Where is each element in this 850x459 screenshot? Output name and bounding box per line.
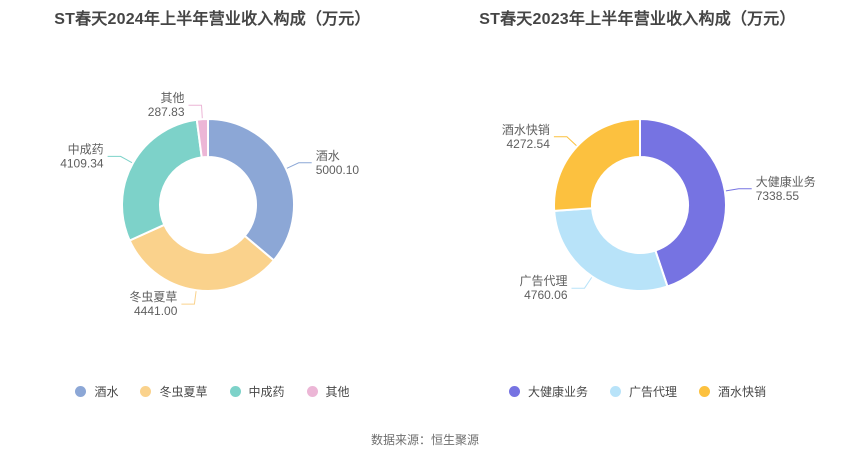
legend-item-1[interactable]: 冬虫夏草 — [140, 383, 208, 400]
legend-marker-icon — [140, 386, 152, 397]
pie-slice-3[interactable] — [195, 117, 209, 159]
legend-item-2[interactable]: 酒水快销 — [699, 383, 766, 400]
legend-marker-icon — [75, 386, 87, 397]
legend-item-1[interactable]: 广告代理 — [609, 383, 677, 400]
chart-title-2023: ST春天2023年上半年营业收入构成（万元） — [479, 11, 796, 28]
slice-name-label-3: 其他 — [160, 91, 184, 105]
legend-label: 冬虫夏草 — [159, 385, 208, 399]
slice-name-label-0: 大健康业务 — [756, 174, 816, 189]
label-leader-line-1 — [181, 291, 197, 305]
slice-value-label-1: 4441.00 — [134, 304, 178, 318]
legend-marker-icon — [609, 386, 621, 397]
legend-label: 酒水 — [94, 385, 119, 399]
legend-marker-icon — [229, 386, 241, 397]
slice-value-label-0: 5000.10 — [316, 163, 360, 177]
slice-name-label-1: 广告代理 — [519, 274, 567, 288]
label-leader-line-2 — [553, 136, 577, 146]
slice-name-label-2: 酒水快销 — [502, 123, 550, 137]
pie-slice-0[interactable] — [207, 118, 296, 262]
legend-item-3[interactable]: 其他 — [306, 383, 350, 400]
pie-slice-2[interactable] — [121, 118, 203, 242]
legend-item-0[interactable]: 大健康业务 — [508, 383, 588, 400]
slice-value-label-0: 7338.55 — [756, 189, 800, 203]
slice-name-label-0: 酒水 — [316, 149, 340, 163]
legend-item-2[interactable]: 中成药 — [229, 383, 285, 400]
slice-value-label-3: 287.83 — [148, 105, 185, 119]
legend-marker-icon — [306, 386, 318, 397]
label-leader-line-2 — [107, 155, 133, 164]
legend-marker-icon — [699, 386, 710, 397]
label-leader-line-0 — [286, 162, 312, 169]
legend-label: 广告代理 — [628, 385, 677, 399]
slice-value-label-1: 4760.06 — [524, 288, 568, 302]
pie-slice-0[interactable] — [639, 118, 728, 288]
chart-panel-2023: ST春天2023年上半年营业收入构成（万元） 大健康业务 7338.55 广告代理 4… — [425, 0, 850, 459]
label-leader-line-1 — [571, 277, 593, 289]
slice-value-label-2: 4109.34 — [60, 156, 104, 170]
slice-name-label-1: 冬虫夏草 — [129, 289, 177, 304]
pie-slice-2[interactable] — [553, 118, 641, 212]
label-leader-line-3 — [188, 104, 203, 119]
legend-label: 大健康业务 — [527, 385, 588, 399]
legend-label: 酒水快销 — [718, 385, 767, 399]
pie-slice-1[interactable] — [128, 223, 275, 293]
legend-marker-icon — [508, 386, 520, 397]
legend-2023: 大健康业务 广告代理 酒水快销 — [425, 383, 850, 400]
legend-2024: 酒水 冬虫夏草 中成药 其他 — [0, 383, 425, 400]
slice-value-label-2: 4272.54 — [507, 137, 551, 151]
legend-label: 其他 — [325, 385, 350, 399]
pie-slice-1[interactable] — [553, 207, 669, 292]
legend-item-0[interactable]: 酒水 — [75, 383, 118, 400]
chart-panel-2024: ST春天2024年上半年营业收入构成（万元） 酒水 5000.10 冬虫夏草 4441… — [0, 11, 425, 400]
label-leader-line-0 — [725, 188, 752, 192]
slice-name-label-2: 中成药 — [68, 141, 104, 156]
legend-label: 中成药 — [248, 385, 285, 399]
chart-title-2024: ST春天2024年上半年营业收入构成（万元） — [54, 11, 371, 28]
data-source-caption: 数据来源：恒生聚源 — [370, 433, 479, 447]
